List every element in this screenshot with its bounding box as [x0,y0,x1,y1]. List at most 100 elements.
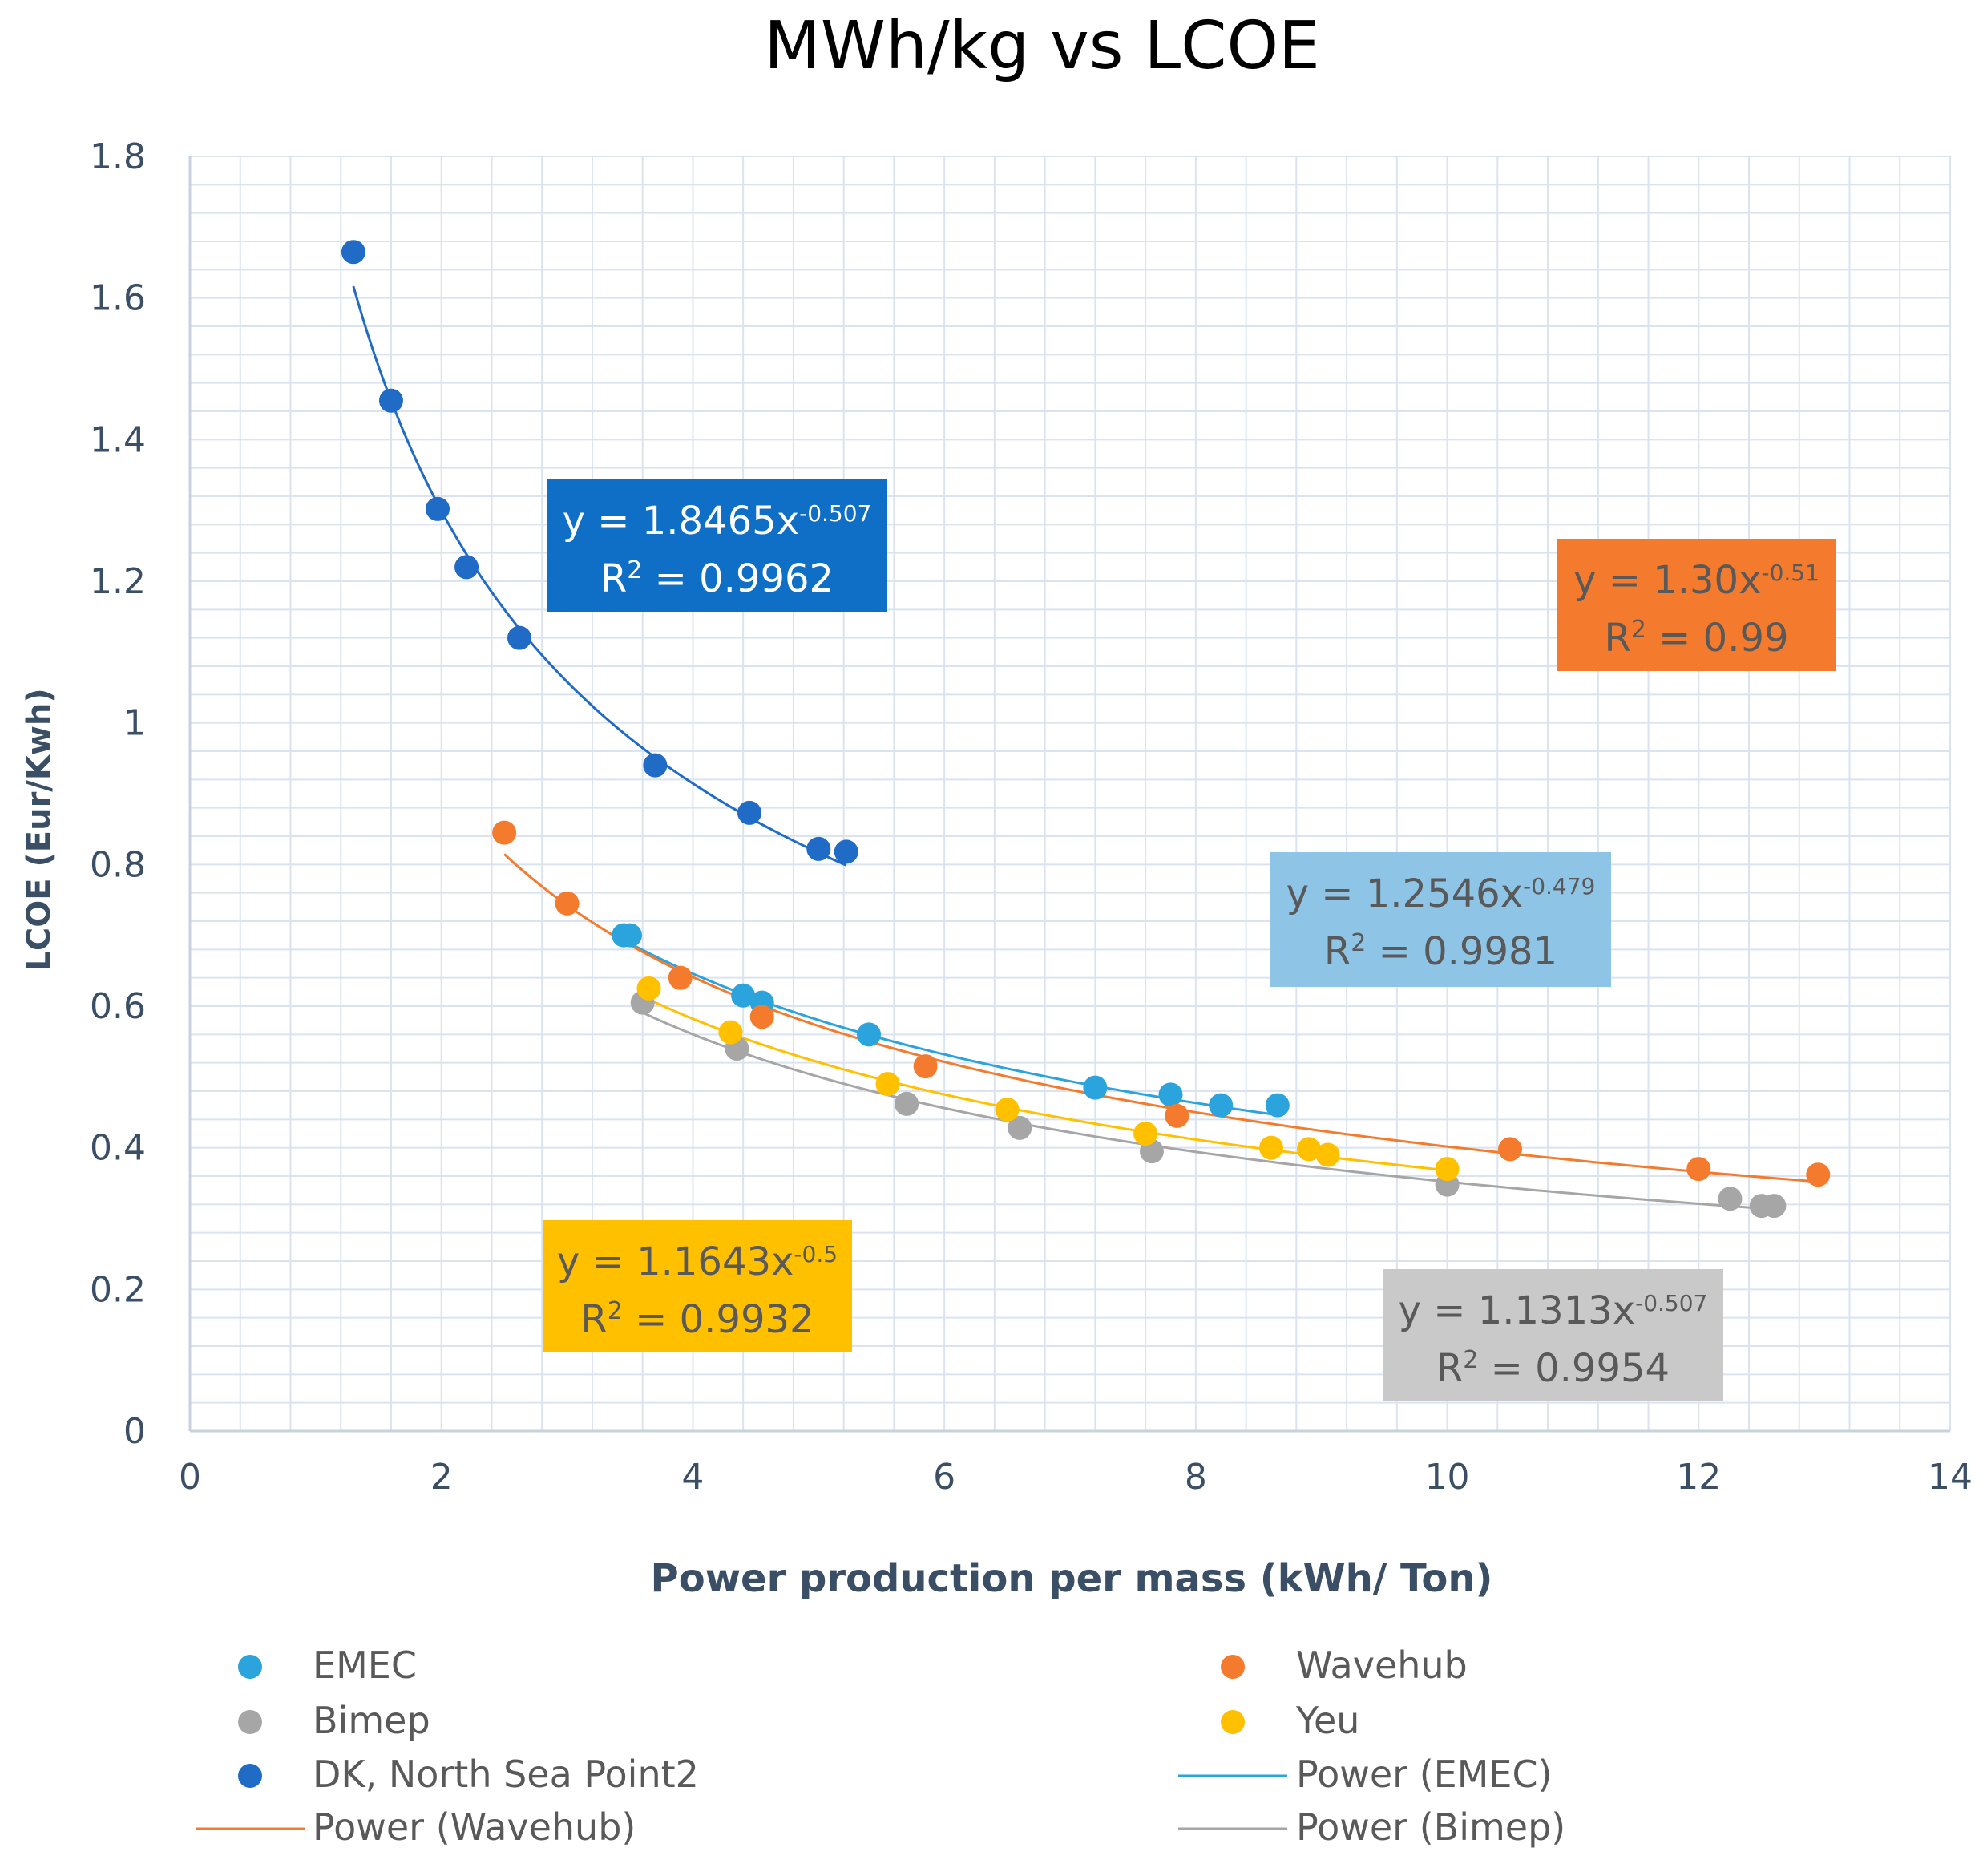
point-layer [341,240,1831,1219]
data-point-emec [731,983,756,1008]
r-squared-text: R2 = 0.9962 [600,556,834,602]
r-squared-label: R [600,556,627,601]
data-point-bimep [1718,1187,1743,1211]
legend-marker-yeu [1221,1710,1245,1734]
y-tick-label: 0 [123,1411,146,1452]
equation-box-background [547,479,887,612]
r-squared-label: R [1436,1346,1463,1391]
legend-label-yeu: Yeu [1295,1699,1359,1742]
data-point-emec [1083,1075,1108,1100]
r-squared-superscript: 2 [1631,616,1646,644]
equation-exponent: -0.507 [799,500,871,527]
x-tick-label: 6 [933,1457,955,1498]
equation-box-wavehub: y = 1.30x-0.51 R2 = 0.99 [1557,539,1836,671]
data-point-wavehub [1498,1137,1522,1162]
legend-label-dk-north-sea-point2: DK, North Sea Point2 [313,1753,699,1796]
equation-box-background [1557,539,1836,671]
x-axis-label: Power production per mass (kWh/ Ton) [651,1556,1493,1601]
legend-label-emec: EMEC [313,1644,417,1687]
r-squared-text: R2 = 0.9932 [580,1297,814,1343]
trendline-power-bimep [642,1011,1775,1211]
r-squared-text: R2 = 0.9981 [1324,929,1557,975]
r-squared-value: = 0.99 [1646,616,1789,661]
r-squared-label: R [1324,929,1351,974]
r-squared-superscript: 2 [608,1297,623,1325]
data-point-yeu [1258,1135,1283,1160]
x-tick-label: 12 [1676,1457,1721,1498]
data-point-wavehub [749,1005,774,1029]
legend-label-power-bimep: Power (Bimep) [1296,1805,1565,1849]
equation-box-background [543,1220,852,1352]
r-squared-value: = 0.9932 [623,1297,814,1342]
data-point-wavehub [1165,1103,1189,1128]
data-point-dk-north-sea-point2 [643,753,668,778]
legend: EMEC Wavehub Bimep Yeu DK, North Sea Point2 P… [196,1644,1565,1849]
trendline-power-wavehub [503,853,1819,1183]
equation-base: y = 1.30x [1573,558,1761,603]
data-point-dk-north-sea-point2 [737,800,762,825]
legend-marker-bimep [238,1710,262,1734]
r-squared-value: = 0.9981 [1366,929,1557,974]
data-point-yeu [875,1072,900,1097]
data-point-bimep [1762,1194,1787,1219]
data-point-emec [1209,1093,1234,1118]
data-point-dk-north-sea-point2 [378,388,403,413]
data-point-yeu [1133,1122,1158,1146]
y-tick-label: 1.6 [90,278,146,319]
legend-label-wavehub: Wavehub [1296,1644,1468,1687]
r-squared-value: = 0.9962 [642,556,834,601]
x-tick-label: 0 [179,1457,201,1498]
equation-box-background [1270,852,1611,987]
data-point-yeu [1315,1142,1340,1167]
x-tick-label: 14 [1928,1457,1973,1498]
legend-label-bimep: Bimep [313,1699,430,1742]
r-squared-superscript: 2 [1463,1346,1478,1374]
equation-exponent: -0.5 [794,1241,838,1268]
y-tick-label: 0.6 [90,986,146,1027]
data-point-yeu [1297,1137,1322,1162]
equation-box-emec: y = 1.2546x-0.479 R2 = 0.9981 [1270,852,1611,987]
legend-marker-wavehub [1221,1655,1245,1679]
equation-exponent: -0.51 [1761,560,1819,586]
x-tick-label: 2 [430,1457,453,1498]
r-squared-value: = 0.9954 [1478,1346,1670,1391]
equation-text: y = 1.2546x-0.479 [1286,871,1596,916]
data-point-yeu [995,1097,1020,1122]
data-point-wavehub [913,1054,938,1079]
data-point-wavehub [555,891,580,916]
data-point-emec [857,1022,882,1047]
data-point-bimep [1008,1115,1032,1140]
r-squared-text: R2 = 0.99 [1604,616,1788,661]
legend-label-power-emec: Power (EMEC) [1296,1753,1553,1796]
grid-layer [189,156,1951,1432]
y-tick-label: 0.4 [90,1128,146,1169]
y-tick-label: 1.2 [90,561,146,602]
y-tick-label: 1.4 [90,419,146,460]
data-point-wavehub [668,965,693,990]
r-squared-superscript: 2 [627,556,642,584]
data-point-dk-north-sea-point2 [834,839,858,864]
equation-base: y = 1.1313x [1399,1288,1636,1333]
data-point-emec [1158,1082,1183,1107]
data-point-wavehub [1686,1157,1711,1182]
equation-text: y = 1.1643x-0.5 [557,1239,838,1284]
y-tick-label: 1 [123,703,146,744]
data-point-dk-north-sea-point2 [507,625,531,650]
data-point-yeu [718,1020,743,1045]
r-squared-text: R2 = 0.9954 [1436,1346,1670,1392]
data-point-bimep [895,1091,919,1116]
y-tick-label: 0.8 [90,844,146,885]
data-point-dk-north-sea-point2 [426,496,450,521]
equation-exponent: -0.507 [1635,1290,1707,1316]
equation-box-background [1383,1269,1723,1401]
y-axis-label: LCOE (Eur/Kwh) [21,688,58,971]
y-tick-label: 1.8 [90,136,146,177]
legend-marker-dk-north-sea-point2 [238,1764,262,1788]
equation-base: y = 1.2546x [1286,871,1524,916]
data-point-dk-north-sea-point2 [341,240,365,265]
equation-base: y = 1.8465x [563,499,800,544]
data-point-wavehub [492,820,517,845]
equation-box-bimep: y = 1.1313x-0.507 R2 = 0.9954 [1383,1269,1723,1401]
